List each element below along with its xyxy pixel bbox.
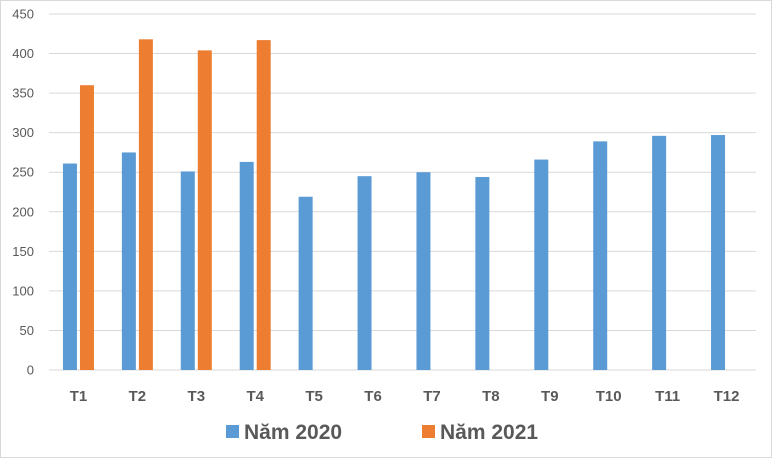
bar-nam-2020-t8 [475,176,490,370]
bar-nam-2020-t5 [298,196,313,370]
bars [62,39,726,371]
y-tick-label: 50 [20,323,34,338]
bar-nam-2020-t1 [62,163,77,370]
y-tick-label: 350 [12,86,34,101]
bar-nam-2020-t7 [416,172,431,370]
y-tick-label: 250 [12,165,34,180]
bar-nam-2021-t1 [79,85,94,370]
y-tick-label: 300 [12,125,34,140]
x-tick-label: T10 [596,388,622,405]
bar-nam-2020-t12 [711,135,726,370]
y-tick-label: 450 [12,7,34,22]
x-tick-label: T9 [541,388,559,405]
x-tick-label: T7 [423,388,441,405]
y-tick-label: 150 [12,244,34,259]
x-tick-label: T5 [305,388,323,405]
bar-nam-2021-t3 [197,50,212,370]
bar-nam-2021-t2 [138,39,153,371]
legend-swatch [226,425,239,438]
y-tick-label: 0 [27,363,34,378]
bar-nam-2020-t4 [239,161,254,370]
y-tick-label: 100 [12,283,34,298]
bar-nam-2020-t6 [357,176,372,370]
x-tick-label: T6 [364,388,382,405]
bar-nam-2021-t4 [256,40,271,371]
legend-swatch [422,425,435,438]
legend-label: Năm 2021 [440,421,538,444]
bar-nam-2020-t10 [593,141,608,370]
x-tick-label: T11 [655,388,680,405]
x-tick-label: T4 [246,388,264,405]
legend: Năm 2020 Năm 2021 [226,421,538,444]
bar-nam-2020-t2 [121,152,136,370]
bar-nam-2020-t11 [652,135,667,370]
x-tick-label: T3 [188,388,206,405]
x-axis-ticks: T1 T2 T3 T4 T5 T6 T7 T8 T9 T10 T11 T12 [70,388,740,405]
x-tick-label: T8 [482,388,500,405]
bar-nam-2020-t3 [180,171,195,370]
y-tick-label: 200 [12,204,34,219]
x-tick-label: T12 [714,388,740,405]
gridlines [49,13,756,371]
y-tick-label: 400 [12,46,34,61]
bar-nam-2020-t9 [534,159,549,370]
x-tick-label: T2 [129,388,147,405]
y-axis-ticks: 0 50 100 150 200 250 300 350 400 450 [12,7,34,378]
legend-label: Năm 2020 [244,421,342,444]
x-tick-label: T1 [70,388,88,405]
